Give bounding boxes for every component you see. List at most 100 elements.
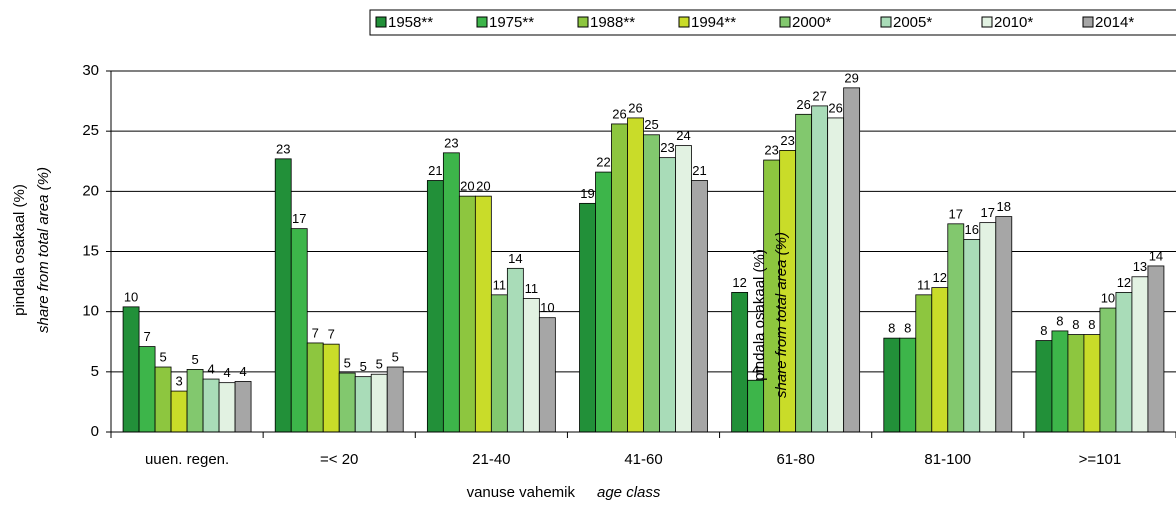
legend-label: 1958** — [388, 14, 433, 31]
x-axis-label: age class — [597, 484, 661, 501]
value-label: 3 — [175, 374, 182, 389]
value-label: 12 — [933, 270, 947, 285]
value-label: 26 — [612, 106, 626, 121]
value-label: 23 — [764, 142, 778, 157]
x-tick-label: =< 20 — [320, 451, 358, 468]
bar — [306, 342, 324, 433]
legend-swatch — [375, 16, 387, 28]
value-label: 5 — [392, 349, 399, 364]
value-label: 8 — [1056, 313, 1063, 328]
bar — [1099, 307, 1117, 433]
value-label: 5 — [376, 357, 383, 372]
bar — [322, 343, 340, 433]
x-tick-label: uuen. regen. — [145, 451, 229, 468]
bar — [995, 216, 1013, 433]
value-label: 23 — [444, 135, 458, 150]
y-tick-label: 30 — [82, 62, 99, 79]
bar — [963, 239, 981, 433]
bar — [474, 195, 492, 433]
x-axis-label: vanuse vahemik — [467, 484, 576, 501]
value-label: 13 — [1133, 259, 1147, 274]
value-label: 26 — [796, 97, 810, 112]
legend-swatch — [577, 16, 589, 28]
value-label: 4 — [207, 361, 214, 376]
bar — [627, 117, 644, 433]
value-label: 10 — [124, 289, 138, 304]
bar — [1131, 276, 1149, 433]
value-label: 8 — [888, 321, 895, 336]
value-label: 29 — [844, 70, 858, 85]
bar — [274, 158, 292, 433]
bar — [290, 228, 308, 433]
value-label: 4 — [223, 365, 230, 380]
bar — [490, 294, 508, 433]
y-tick-label: 25 — [82, 122, 99, 139]
bar — [659, 157, 676, 433]
y-tick-label: 0 — [91, 423, 99, 440]
y-tick-label: 5 — [91, 363, 99, 380]
bar — [747, 379, 765, 433]
value-label: 10 — [540, 300, 554, 315]
value-label: 4 — [752, 363, 759, 378]
value-label: 8 — [1072, 317, 1079, 332]
value-label: 14 — [508, 251, 522, 266]
legend-label: 1988** — [590, 14, 635, 31]
bar — [202, 378, 220, 433]
bar — [386, 366, 404, 433]
value-label: 16 — [965, 222, 979, 237]
value-label: 5 — [191, 352, 198, 367]
value-label: 11 — [493, 277, 507, 292]
legend-swatch — [1082, 16, 1094, 28]
value-label: 23 — [660, 140, 674, 155]
bar — [506, 267, 524, 433]
bar — [843, 87, 861, 433]
bar — [186, 369, 204, 433]
value-label: 5 — [159, 349, 166, 364]
bar — [538, 317, 556, 433]
value-label: 24 — [676, 128, 690, 143]
value-label: 4 — [239, 364, 246, 379]
bar — [795, 113, 813, 433]
value-label: 7 — [328, 327, 335, 342]
legend-swatch — [880, 16, 892, 28]
value-label: 17 — [292, 211, 306, 226]
bar — [218, 382, 236, 433]
value-label: 12 — [732, 275, 746, 290]
value-label: 26 — [828, 100, 842, 115]
value-label: 21 — [428, 163, 442, 178]
legend-label: 2000* — [792, 14, 831, 31]
bar — [899, 337, 917, 433]
y-tick-label: 10 — [82, 303, 99, 320]
bar — [811, 105, 829, 433]
bar — [458, 195, 476, 433]
x-tick-label: 21-40 — [472, 451, 510, 468]
value-label: 26 — [628, 100, 642, 115]
bar — [643, 134, 660, 433]
x-tick-label: 81-100 — [924, 451, 971, 468]
bar — [154, 366, 172, 433]
bar — [691, 180, 708, 433]
bar — [595, 171, 612, 433]
value-label: 11 — [917, 277, 931, 292]
legend-label: 1975** — [489, 14, 534, 31]
legend-box — [369, 9, 1176, 36]
value-label: 7 — [143, 329, 150, 344]
bar — [354, 376, 372, 433]
bar — [611, 123, 628, 433]
bar — [122, 306, 140, 433]
value-label: 18 — [997, 199, 1011, 214]
value-label: 7 — [312, 325, 319, 340]
bar — [883, 337, 901, 433]
annotation: share from total area (%) — [773, 232, 790, 398]
bar — [442, 152, 460, 433]
value-label: 27 — [812, 88, 826, 103]
y-axis-label: share from total area (%) — [35, 167, 52, 333]
y-axis-label: pindala osakaal (%) — [11, 184, 28, 316]
value-label: 25 — [644, 117, 658, 132]
value-label: 23 — [780, 133, 794, 148]
value-label: 23 — [276, 141, 290, 156]
bar — [1147, 265, 1165, 433]
legend-swatch — [981, 16, 993, 28]
value-label: 8 — [904, 321, 911, 336]
bar — [731, 292, 749, 433]
